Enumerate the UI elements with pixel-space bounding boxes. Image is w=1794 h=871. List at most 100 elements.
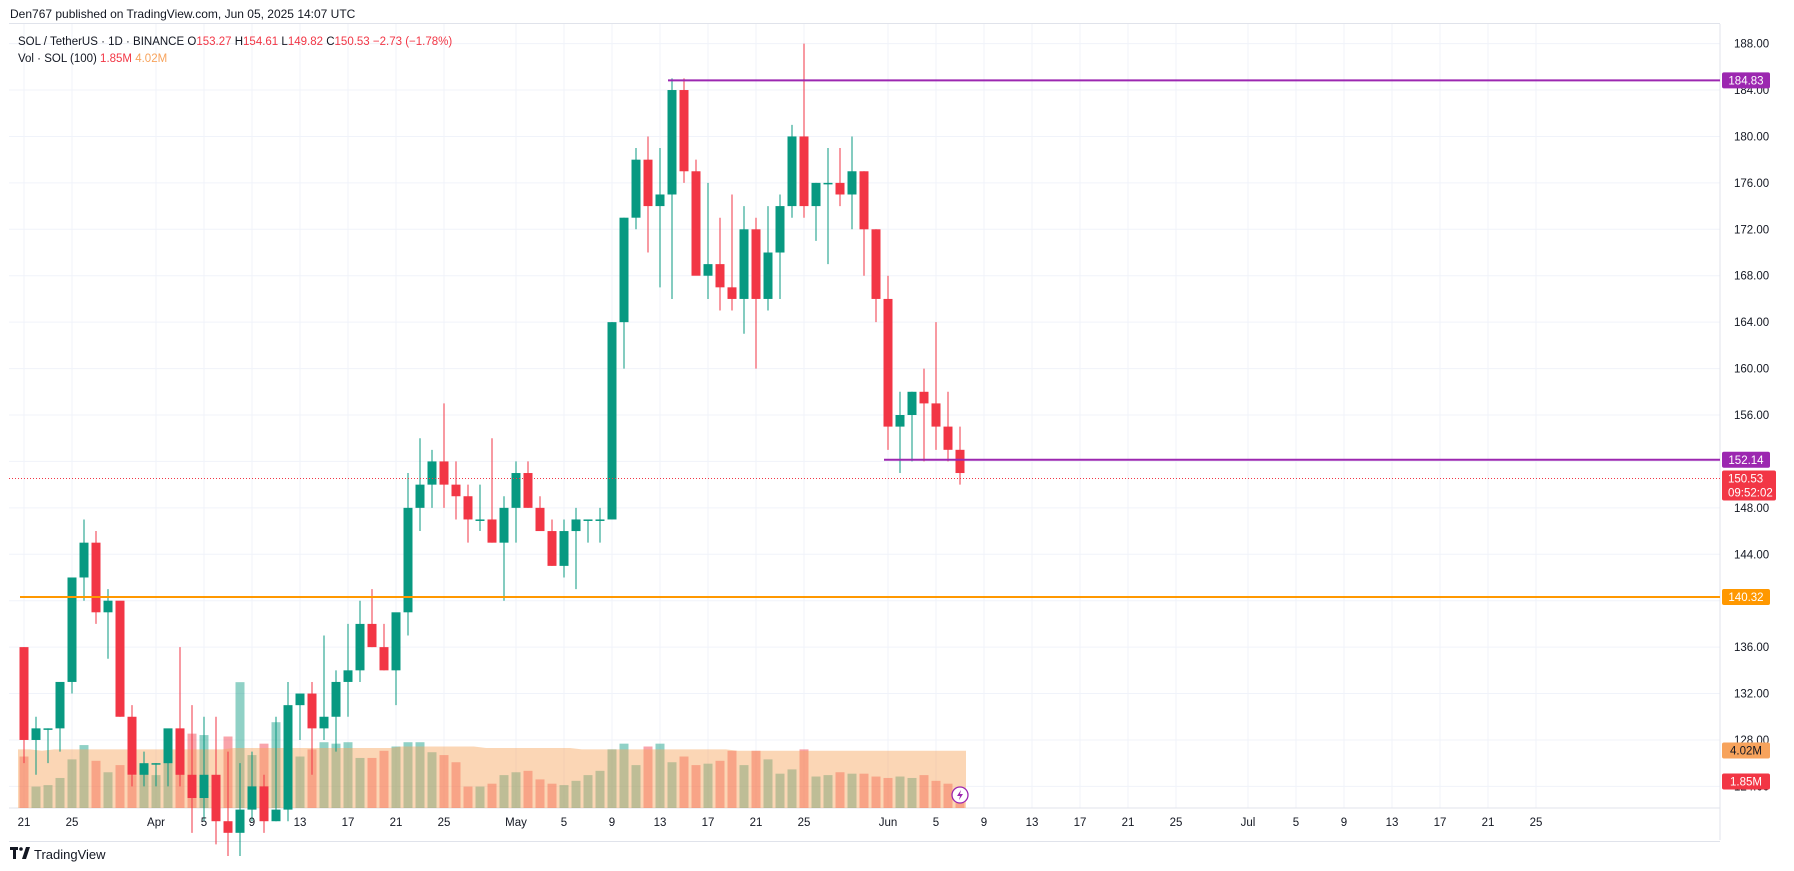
tradingview-brand[interactable]: TradingView [10,846,106,862]
volume-bar [343,742,353,808]
time-tick-label: 25 [438,817,451,829]
candle-body [331,681,341,717]
candle-body [379,647,389,671]
volume-bar [643,746,653,808]
volume-bar [475,786,485,808]
volume-ma-area [18,746,966,808]
time-tick-label: May [505,817,527,829]
volume-bar [391,746,401,808]
volume-tag [1722,773,1770,790]
candle-body [223,821,233,833]
time-tick-label: 25 [66,817,79,829]
candle-body [139,763,149,775]
candle-body [751,229,761,299]
time-tick-label: 21 [750,817,763,829]
volume-bar [631,765,641,808]
volume-bar [739,765,749,808]
time-tick-label: 21 [1482,817,1495,829]
candle-body [835,182,845,195]
volume-bar [787,769,797,808]
candles [19,43,965,857]
volume-bar [895,776,905,808]
candle-body [763,252,773,299]
volume-bar [151,775,161,808]
brand-name: TradingView [34,846,106,862]
level-price-text: 152.14 [1728,455,1764,467]
time-tick-label: 13 [294,817,307,829]
candle-body [283,705,293,810]
candle-body [643,159,653,207]
candle-body [919,391,929,404]
candle-body [451,484,461,497]
time-tick-label: 21 [390,817,403,829]
price-labels: 184.83 152.14 140.32 150.53 09:52:02 4.02M 1.8… [951,72,1776,804]
time-tick-label: 25 [1530,817,1543,829]
time-tick-label: 13 [654,817,667,829]
volume-bar [799,749,809,808]
last-price-text: 150.53 [1728,473,1763,485]
candle-body [91,542,101,613]
volume-bar [619,743,629,808]
candle-body [883,298,893,427]
volume-bar [67,759,77,808]
volume-bar [823,775,833,808]
candle-body [79,542,89,578]
volume-tag [1722,742,1770,759]
volume-bar [127,775,137,808]
time-tick-label: 5 [201,817,207,829]
volume-bar [751,750,761,808]
candle-body [535,507,545,532]
volume-bar [103,772,113,808]
candle-body [367,623,377,648]
volume-bar [607,749,617,808]
price-tick-label: 172.00 [1734,224,1769,236]
price-tick-label: 180.00 [1734,131,1769,143]
volume-bar [19,756,29,808]
volume-bar [775,773,785,808]
volume-bar [691,765,701,808]
volume-bar [679,756,689,808]
volume-bar [463,786,473,808]
volume-bar [91,760,101,808]
time-tick-label: 13 [1026,817,1039,829]
time-tick-label: 5 [933,817,939,829]
volume-ma [18,746,966,808]
price-tick-label: 160.00 [1734,364,1769,376]
volume-bar [319,742,329,808]
candle-body [487,519,497,543]
volume-bar [235,682,245,808]
time-tick-label: 17 [1434,817,1447,829]
candle-body [247,786,257,810]
time-tick-label: Jul [1241,817,1256,829]
volume-bar [907,777,917,808]
candle-body [319,716,329,729]
volume-bar [667,762,677,808]
close-value: 150.53 [334,36,370,48]
candle-body [463,496,473,520]
volume-bar [523,770,533,808]
volume-bar [859,773,869,808]
price-tick-label: 164.00 [1734,317,1769,329]
volume-bar [379,750,389,808]
candle-body [631,159,641,218]
volume-label[interactable]: Vol · SOL (100) [18,53,97,65]
candle-body [955,449,965,474]
volume-bar [295,756,305,808]
grid [9,24,1721,840]
chart-frame [9,23,1720,842]
candle-body [211,774,221,822]
symbol-name[interactable]: SOL / TetherUS · 1D · BINANCE [18,36,185,48]
volume-bar [943,783,953,808]
price-tick-label: 188.00 [1734,39,1769,51]
volume-bar [511,772,521,808]
candle-body [559,531,569,566]
candle-body [595,519,605,521]
high-label: H [234,36,244,48]
volume-bar [307,749,317,808]
volume-bar [871,776,881,808]
candle-body [667,90,677,195]
candle-body [775,206,785,253]
time-tick-label: 9 [249,817,255,829]
volume-bar [331,743,341,808]
